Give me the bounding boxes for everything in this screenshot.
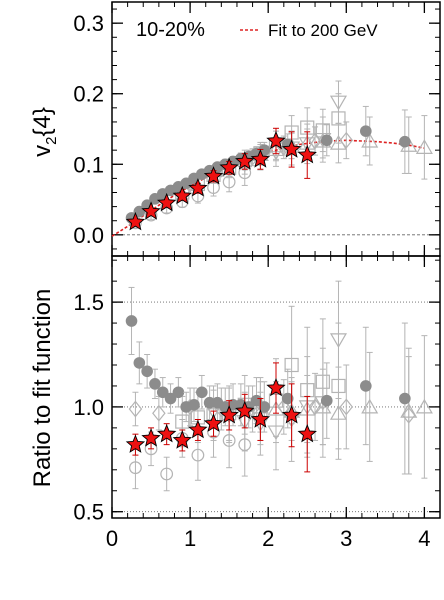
- star-marker: [281, 405, 302, 424]
- solid-circle-marker: [164, 392, 177, 405]
- open-circle-marker: [222, 175, 236, 189]
- solid-circle-marker: [125, 315, 138, 327]
- top-y-tick-label: 0.3: [73, 11, 104, 36]
- solid-circle-marker: [360, 380, 372, 392]
- solid-circle-marker: [196, 386, 208, 399]
- open-diamond-marker: [152, 404, 166, 422]
- fit-curve: [111, 139, 425, 237]
- star-marker: [266, 130, 286, 150]
- star-marker: [156, 192, 177, 212]
- bottom-y-tick-label: 1.0: [73, 395, 104, 420]
- axis-ticks: [111, 2, 441, 518]
- open-circle-marker: [222, 434, 236, 447]
- x-tick-label: 1: [184, 526, 196, 551]
- solid-circle-marker: [133, 357, 146, 369]
- open-diamond-marker: [339, 131, 354, 149]
- solid-circle-marker: [141, 365, 153, 378]
- star-marker: [188, 178, 208, 197]
- star-marker: [156, 423, 177, 443]
- top-y-tick-label: 0.2: [73, 82, 104, 107]
- x-tick-label: 0: [106, 526, 118, 551]
- open-square-marker: [315, 374, 330, 389]
- star-marker: [125, 434, 146, 453]
- star-marker: [250, 149, 271, 168]
- solid-circle-marker: [258, 401, 271, 413]
- bottom-y-axis-label: Ratio to fit function: [29, 289, 56, 488]
- top-y-tick-label: 0.1: [73, 152, 104, 177]
- star-marker: [125, 211, 146, 231]
- solid-circle-marker: [172, 386, 185, 399]
- open-circle-marker: [160, 467, 174, 481]
- bottom-y-tick-label: 1.5: [73, 290, 104, 315]
- open-circle-marker: [129, 461, 142, 475]
- star-marker: [219, 405, 239, 424]
- star-marker: [266, 377, 286, 397]
- open-square-marker: [284, 357, 299, 373]
- open-circle-marker: [238, 438, 252, 452]
- top-y-tick-label: 0.0: [73, 223, 104, 248]
- solid-circle-marker: [188, 399, 200, 411]
- bottom-panel-frame: [111, 255, 441, 519]
- star-marker: [172, 430, 192, 449]
- star-marker: [172, 185, 192, 205]
- x-tick-label: 4: [418, 526, 430, 551]
- open-square-marker: [331, 378, 346, 394]
- bottom-reference-lines: [112, 301, 440, 513]
- solid-circle-marker: [360, 125, 372, 137]
- open-triangle-up-marker: [415, 139, 433, 154]
- star-marker: [203, 413, 224, 432]
- open-square-marker: [331, 111, 346, 126]
- star-marker: [281, 139, 302, 158]
- fit-legend-label: Fit to 200 GeV: [268, 21, 378, 40]
- star-marker: [297, 144, 317, 164]
- star-marker: [203, 166, 224, 185]
- solid-circle-marker: [399, 135, 411, 148]
- open-diamond-marker: [339, 398, 354, 416]
- solid-circle-marker: [320, 394, 333, 407]
- solid-circle-marker: [250, 394, 263, 407]
- star-marker: [297, 423, 317, 443]
- solid-circle-marker: [281, 392, 294, 405]
- open-triangle-up-marker: [415, 398, 433, 414]
- solid-circle-marker: [399, 392, 411, 405]
- star-marker: [188, 419, 208, 439]
- star-marker: [141, 201, 161, 220]
- open-triangle-up-marker: [329, 134, 348, 150]
- solid-circle-marker: [320, 134, 333, 147]
- x-tick-label: 2: [262, 526, 274, 551]
- x-tick-label: 3: [340, 526, 352, 551]
- axis-tick-labels: 0.0 0.1 0.2 0.3 0.5 1.0 1.5 0 1 2 3 4: [73, 11, 430, 551]
- star-marker: [250, 409, 271, 428]
- open-diamond-marker: [128, 400, 143, 418]
- bottom-plot-area: [125, 280, 433, 492]
- star-marker: [235, 400, 255, 420]
- top-y-axis-label: v2{4}: [29, 107, 60, 157]
- star-marker: [219, 157, 239, 177]
- star-marker: [235, 151, 255, 170]
- star-marker: [141, 428, 161, 447]
- solid-circle-marker: [156, 386, 169, 399]
- top-plot-area: [111, 80, 433, 237]
- solid-circle-marker: [149, 378, 161, 390]
- bottom-y-tick-label: 0.5: [73, 500, 104, 525]
- centrality-label: 10-20%: [136, 19, 205, 41]
- open-circle-marker: [191, 448, 205, 462]
